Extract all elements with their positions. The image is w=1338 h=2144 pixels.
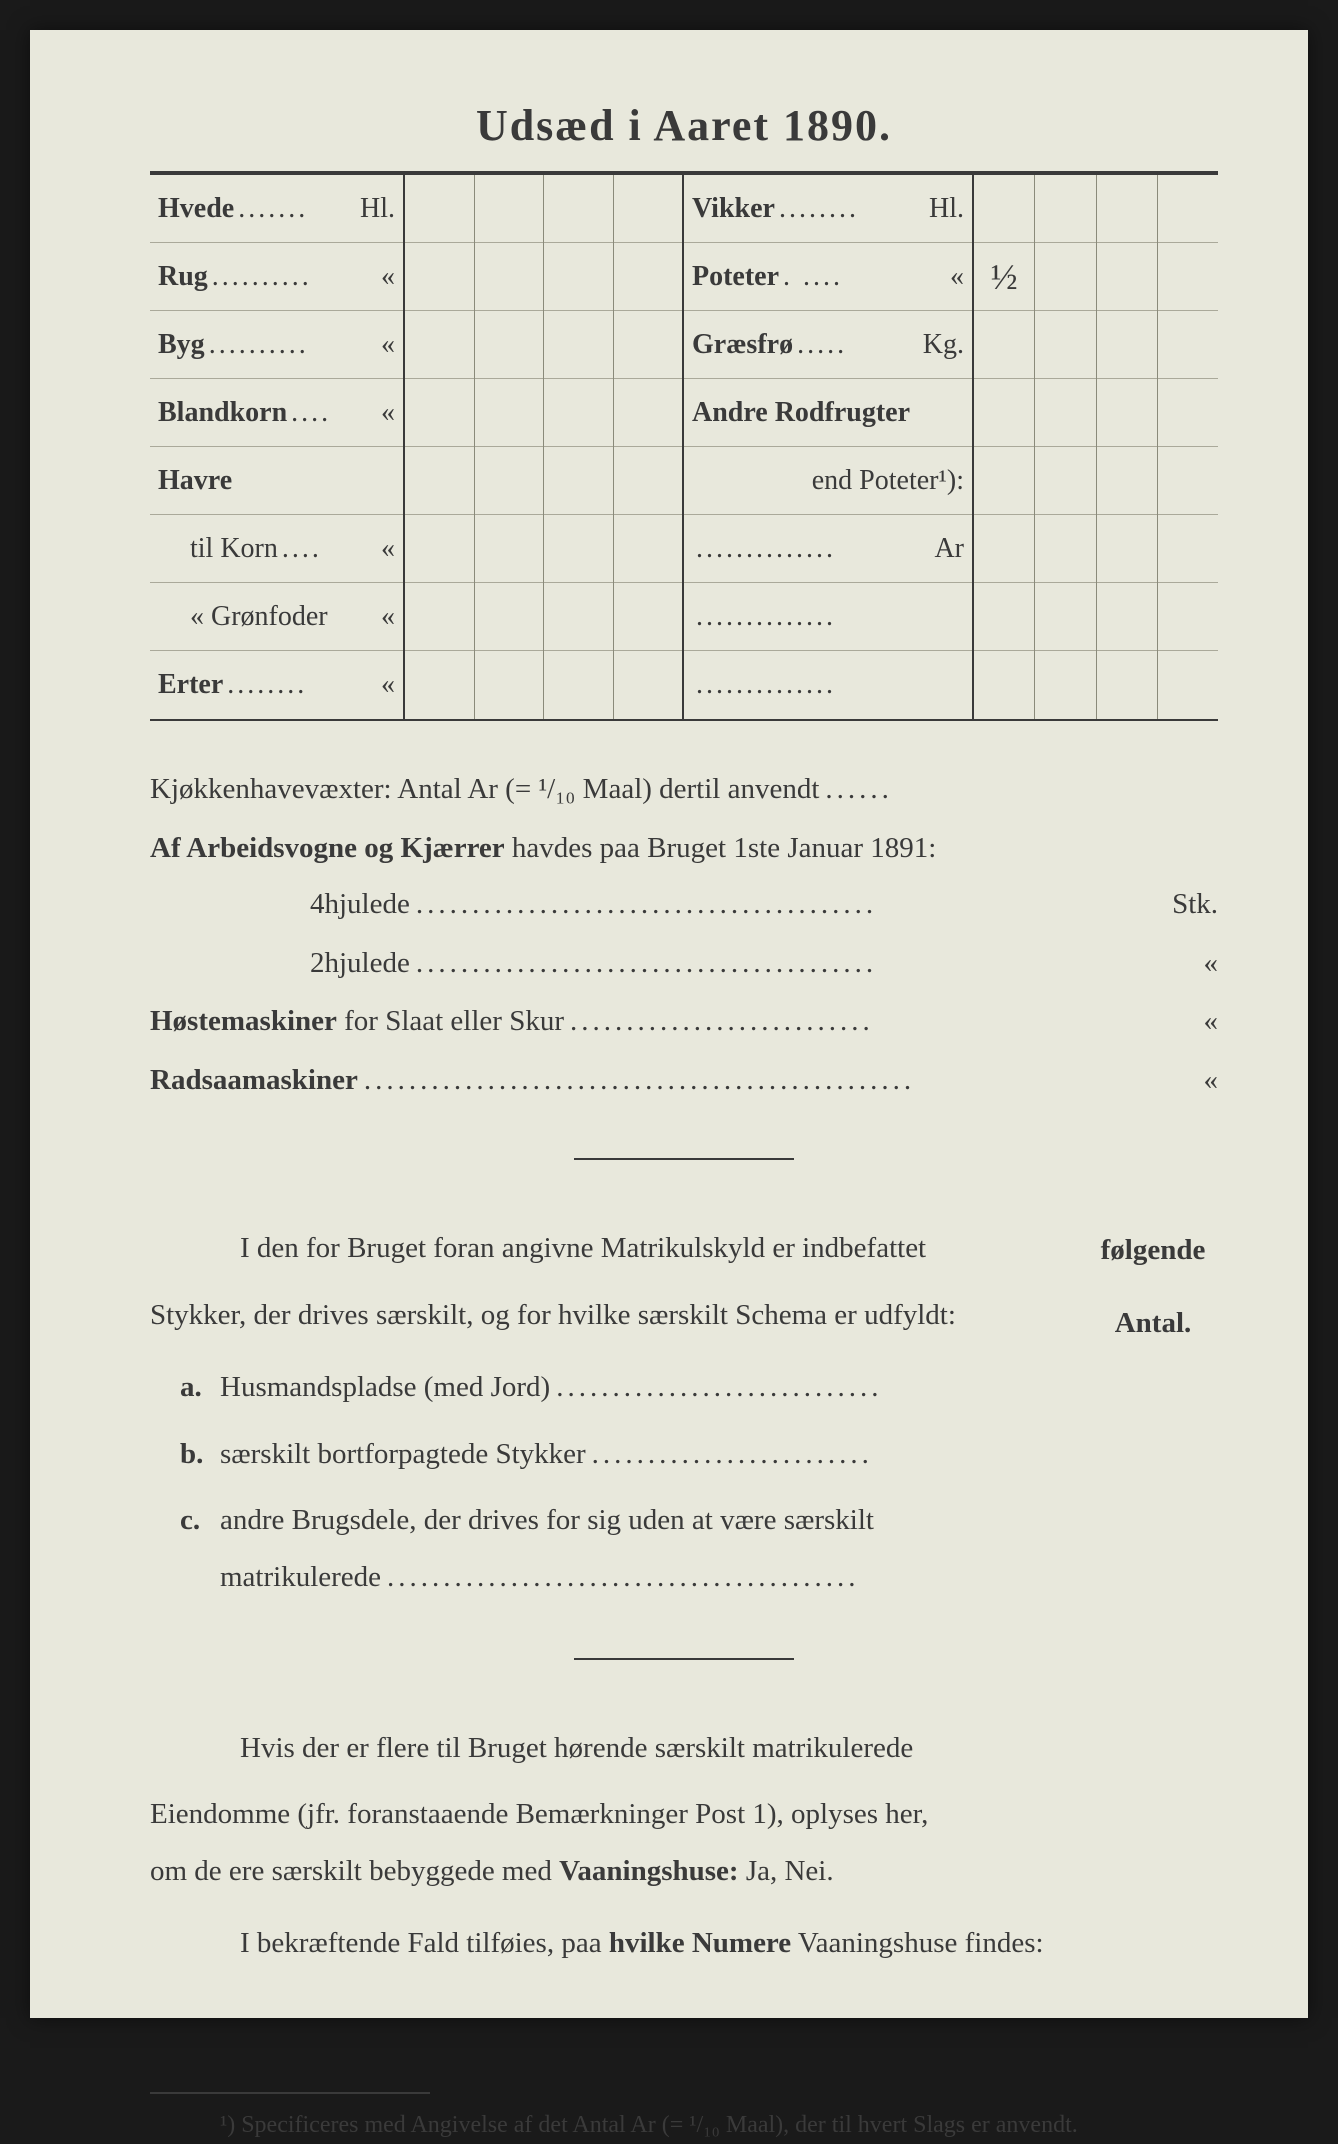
crop-sublabel: « Grønfoder [190,601,328,633]
vaaningshuse-line: om de ere særskilt bebyggede med Vaaning… [150,1843,1218,1900]
harvest-machine-line: Høstemaskiner for Slaat eller Skur [150,993,564,1050]
left-label-col: Hvede.......Hl. Rug..........« Byg......… [150,175,405,719]
footnote-text: ¹) Specificeres med Angivelse af det Ant… [150,2106,1218,2144]
para-matrikulskyld: I den for Bruget foran angivne Matrikuls… [150,1220,1088,1277]
wagon-4wheel: 4hjulede [310,876,410,933]
para-numere: I bekræftende Fald tilføies, paa hvilke … [150,1915,1218,1972]
table-left-half: Hvede.......Hl. Rug..........« Byg......… [150,175,684,719]
crop-label: Rug [158,261,208,293]
list-letter-c: c. [150,1492,220,1549]
crop-label: Erter [158,669,223,701]
footnote-rule [150,2092,430,2094]
crop-label: Vikker [692,193,775,225]
antal-header: Antal. [1088,1295,1218,1352]
right-label-col: Vikker........Hl. Poteter. ....« Græsfrø… [684,175,974,719]
wagons-heading: Af Arbeidsvogne og Kjærrer havdes paa Br… [150,820,1218,877]
list-a-text: Husmandspladse (med Jord) [220,1359,550,1416]
body-section: Kjøkkenhavevæxter: Antal Ar (= ¹/₁₀ Maal… [150,761,1218,2144]
right-data-cols: ½ [974,175,1218,719]
list-letter-a: a. [150,1359,220,1416]
table-right-half: Vikker........Hl. Poteter. ....« Græsfrø… [684,175,1218,719]
list-c-text1: andre Brugsdele, der drives for sig uden… [220,1492,1218,1549]
poteter-value: ½ [974,243,1034,311]
list-b-text: særskilt bortforpagtede Stykker [220,1426,586,1483]
crop-label: Blandkorn [158,397,287,429]
wagon-2wheel: 2hjulede [310,935,410,992]
crop-sublabel: til Korn [190,533,278,565]
folgende-label: følgende [1088,1222,1218,1279]
left-data-cols [405,175,684,719]
section-divider [574,1658,794,1660]
para-eiendomme: Hvis der er flere til Bruget hørende sær… [150,1720,1218,1777]
crop-label: Byg [158,329,205,361]
garden-line: Kjøkkenhavevæxter: Antal Ar (= ¹/₁₀ Maal… [150,761,819,818]
seeder-line: Radsaamaskiner [150,1052,358,1109]
crop-label: Græsfrø [692,329,793,361]
crop-label: Havre [158,465,232,497]
crop-label: Poteter [692,261,779,293]
list-c-text2: matrikulerede [220,1549,381,1606]
crop-label: Hvede [158,193,234,225]
document-page: Udsæd i Aaret 1890. Hvede.......Hl. Rug.… [30,30,1308,2018]
section-divider [574,1158,794,1160]
crop-sublabel: end Poteter¹): [812,465,964,497]
sowing-table: Hvede.......Hl. Rug..........« Byg......… [150,175,1218,721]
crop-label: Andre Rodfrugter [692,397,910,429]
page-title: Udsæd i Aaret 1890. [150,100,1218,151]
list-letter-b: b. [150,1426,220,1483]
